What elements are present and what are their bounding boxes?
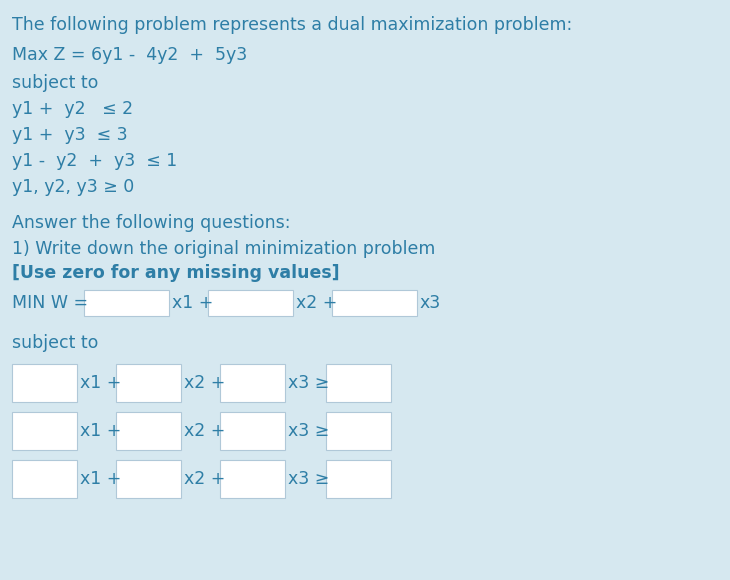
- FancyBboxPatch shape: [116, 460, 181, 498]
- FancyBboxPatch shape: [220, 460, 285, 498]
- FancyBboxPatch shape: [326, 460, 391, 498]
- Text: The following problem represents a dual maximization problem:: The following problem represents a dual …: [12, 16, 572, 34]
- Text: y1 +  y3  ≤ 3: y1 + y3 ≤ 3: [12, 126, 128, 144]
- Text: x1 +: x1 +: [80, 374, 121, 392]
- FancyBboxPatch shape: [326, 364, 391, 402]
- Text: y1, y2, y3 ≥ 0: y1, y2, y3 ≥ 0: [12, 178, 134, 196]
- Text: x3 ≥: x3 ≥: [288, 422, 329, 440]
- FancyBboxPatch shape: [116, 364, 181, 402]
- Text: x2 +: x2 +: [296, 294, 337, 312]
- FancyBboxPatch shape: [220, 412, 285, 450]
- FancyBboxPatch shape: [208, 290, 293, 316]
- Text: Max Z = 6y1 -  4y2  +  5y3: Max Z = 6y1 - 4y2 + 5y3: [12, 46, 247, 64]
- Text: x1 +: x1 +: [80, 422, 121, 440]
- FancyBboxPatch shape: [84, 290, 169, 316]
- Text: Answer the following questions:: Answer the following questions:: [12, 214, 291, 232]
- Text: x3: x3: [420, 294, 441, 312]
- Text: x2 +: x2 +: [184, 422, 226, 440]
- FancyBboxPatch shape: [12, 460, 77, 498]
- Text: [Use zero for any missing values]: [Use zero for any missing values]: [12, 264, 339, 282]
- FancyBboxPatch shape: [12, 412, 77, 450]
- FancyBboxPatch shape: [12, 364, 77, 402]
- FancyBboxPatch shape: [332, 290, 417, 316]
- Text: x3 ≥: x3 ≥: [288, 374, 329, 392]
- Text: x2 +: x2 +: [184, 374, 226, 392]
- Text: x2 +: x2 +: [184, 470, 226, 488]
- Text: y1 +  y2   ≤ 2: y1 + y2 ≤ 2: [12, 100, 133, 118]
- Text: MIN W =: MIN W =: [12, 294, 88, 312]
- Text: x1 +: x1 +: [172, 294, 213, 312]
- Text: y1 -  y2  +  y3  ≤ 1: y1 - y2 + y3 ≤ 1: [12, 152, 177, 170]
- FancyBboxPatch shape: [220, 364, 285, 402]
- Text: subject to: subject to: [12, 74, 99, 92]
- Text: subject to: subject to: [12, 334, 99, 352]
- Text: 1) Write down the original minimization problem: 1) Write down the original minimization …: [12, 240, 435, 258]
- FancyBboxPatch shape: [326, 412, 391, 450]
- FancyBboxPatch shape: [116, 412, 181, 450]
- Text: x3 ≥: x3 ≥: [288, 470, 329, 488]
- Text: x1 +: x1 +: [80, 470, 121, 488]
